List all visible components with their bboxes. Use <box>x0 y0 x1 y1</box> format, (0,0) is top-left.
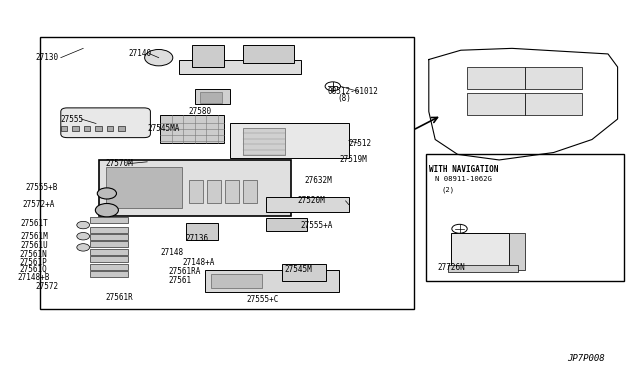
Text: 27555+C: 27555+C <box>246 295 279 304</box>
Bar <box>426 50 624 169</box>
Text: 27140: 27140 <box>128 49 151 58</box>
Text: 27545MA: 27545MA <box>147 124 180 133</box>
Bar <box>467 93 525 115</box>
Bar <box>160 115 224 143</box>
Text: 27130: 27130 <box>35 53 58 62</box>
Bar <box>448 265 518 272</box>
Bar <box>192 45 224 67</box>
Text: 08512-61012: 08512-61012 <box>328 87 378 96</box>
Text: 27561M: 27561M <box>20 232 48 241</box>
Bar <box>90 217 128 223</box>
Bar <box>189 180 203 203</box>
FancyBboxPatch shape <box>61 108 150 138</box>
Text: 27726N: 27726N <box>437 263 465 272</box>
Text: (2): (2) <box>442 186 455 192</box>
Bar <box>40 37 414 309</box>
Text: 27148+B: 27148+B <box>17 273 50 282</box>
Text: 27512: 27512 <box>349 139 372 148</box>
Text: 27580: 27580 <box>189 107 212 116</box>
Text: (8): (8) <box>337 94 351 103</box>
Bar <box>106 167 182 208</box>
Text: 27555+B: 27555+B <box>26 183 58 192</box>
Bar <box>90 234 128 240</box>
Circle shape <box>77 221 90 229</box>
Circle shape <box>77 232 90 240</box>
Text: N 08911-1062G: N 08911-1062G <box>435 176 492 182</box>
Circle shape <box>145 49 173 66</box>
Bar <box>99 160 291 216</box>
Text: 27520M: 27520M <box>298 196 325 205</box>
Text: 27561Q: 27561Q <box>19 265 47 274</box>
Text: 27561R: 27561R <box>106 293 133 302</box>
Bar <box>179 60 301 74</box>
Bar <box>509 232 525 270</box>
Bar <box>195 89 230 104</box>
Bar <box>282 264 326 281</box>
Text: 27561: 27561 <box>168 276 191 285</box>
Circle shape <box>97 188 116 199</box>
Bar <box>525 93 582 115</box>
Bar <box>84 126 90 131</box>
Text: 27148: 27148 <box>160 248 183 257</box>
Circle shape <box>325 82 340 91</box>
Bar <box>467 67 525 89</box>
Bar <box>266 218 307 231</box>
Bar <box>61 126 67 131</box>
Text: 27572: 27572 <box>35 282 58 291</box>
Circle shape <box>77 244 90 251</box>
Bar <box>211 274 262 288</box>
Bar <box>90 227 128 232</box>
Text: 27555: 27555 <box>61 115 84 124</box>
Text: 27519M: 27519M <box>339 155 367 164</box>
Bar <box>90 241 128 247</box>
Bar <box>266 197 349 212</box>
Text: 27148+A: 27148+A <box>182 258 215 267</box>
Bar <box>72 126 79 131</box>
Bar <box>205 270 339 292</box>
Bar <box>426 154 624 281</box>
Text: JP7P008: JP7P008 <box>567 355 605 363</box>
Text: WITH NAVIGATION: WITH NAVIGATION <box>429 165 498 174</box>
Text: 27632M: 27632M <box>304 176 332 185</box>
Circle shape <box>95 203 118 217</box>
Text: 27561RA: 27561RA <box>168 267 201 276</box>
Bar <box>243 180 257 203</box>
Bar <box>90 264 128 270</box>
Bar <box>230 123 349 158</box>
Bar <box>107 126 113 131</box>
Bar <box>451 232 509 266</box>
Bar <box>243 128 285 155</box>
Bar <box>525 67 582 89</box>
Bar <box>90 256 128 262</box>
Circle shape <box>452 224 467 233</box>
Text: 27555+A: 27555+A <box>301 221 333 230</box>
Bar <box>243 45 294 63</box>
Text: 27561N: 27561N <box>19 250 47 259</box>
Bar <box>200 92 222 103</box>
Bar <box>118 126 125 131</box>
Text: 27136: 27136 <box>186 234 209 243</box>
Text: 27561U: 27561U <box>20 241 48 250</box>
Bar <box>225 180 239 203</box>
Text: 27572+A: 27572+A <box>22 200 55 209</box>
Bar <box>90 249 128 255</box>
Bar <box>95 126 102 131</box>
Bar <box>90 271 128 277</box>
Text: 27545M: 27545M <box>285 265 312 274</box>
Text: 27561P: 27561P <box>19 258 47 267</box>
Text: 27570M: 27570M <box>106 159 133 168</box>
Text: 27561T: 27561T <box>20 219 48 228</box>
Bar <box>186 223 218 240</box>
Bar <box>207 180 221 203</box>
